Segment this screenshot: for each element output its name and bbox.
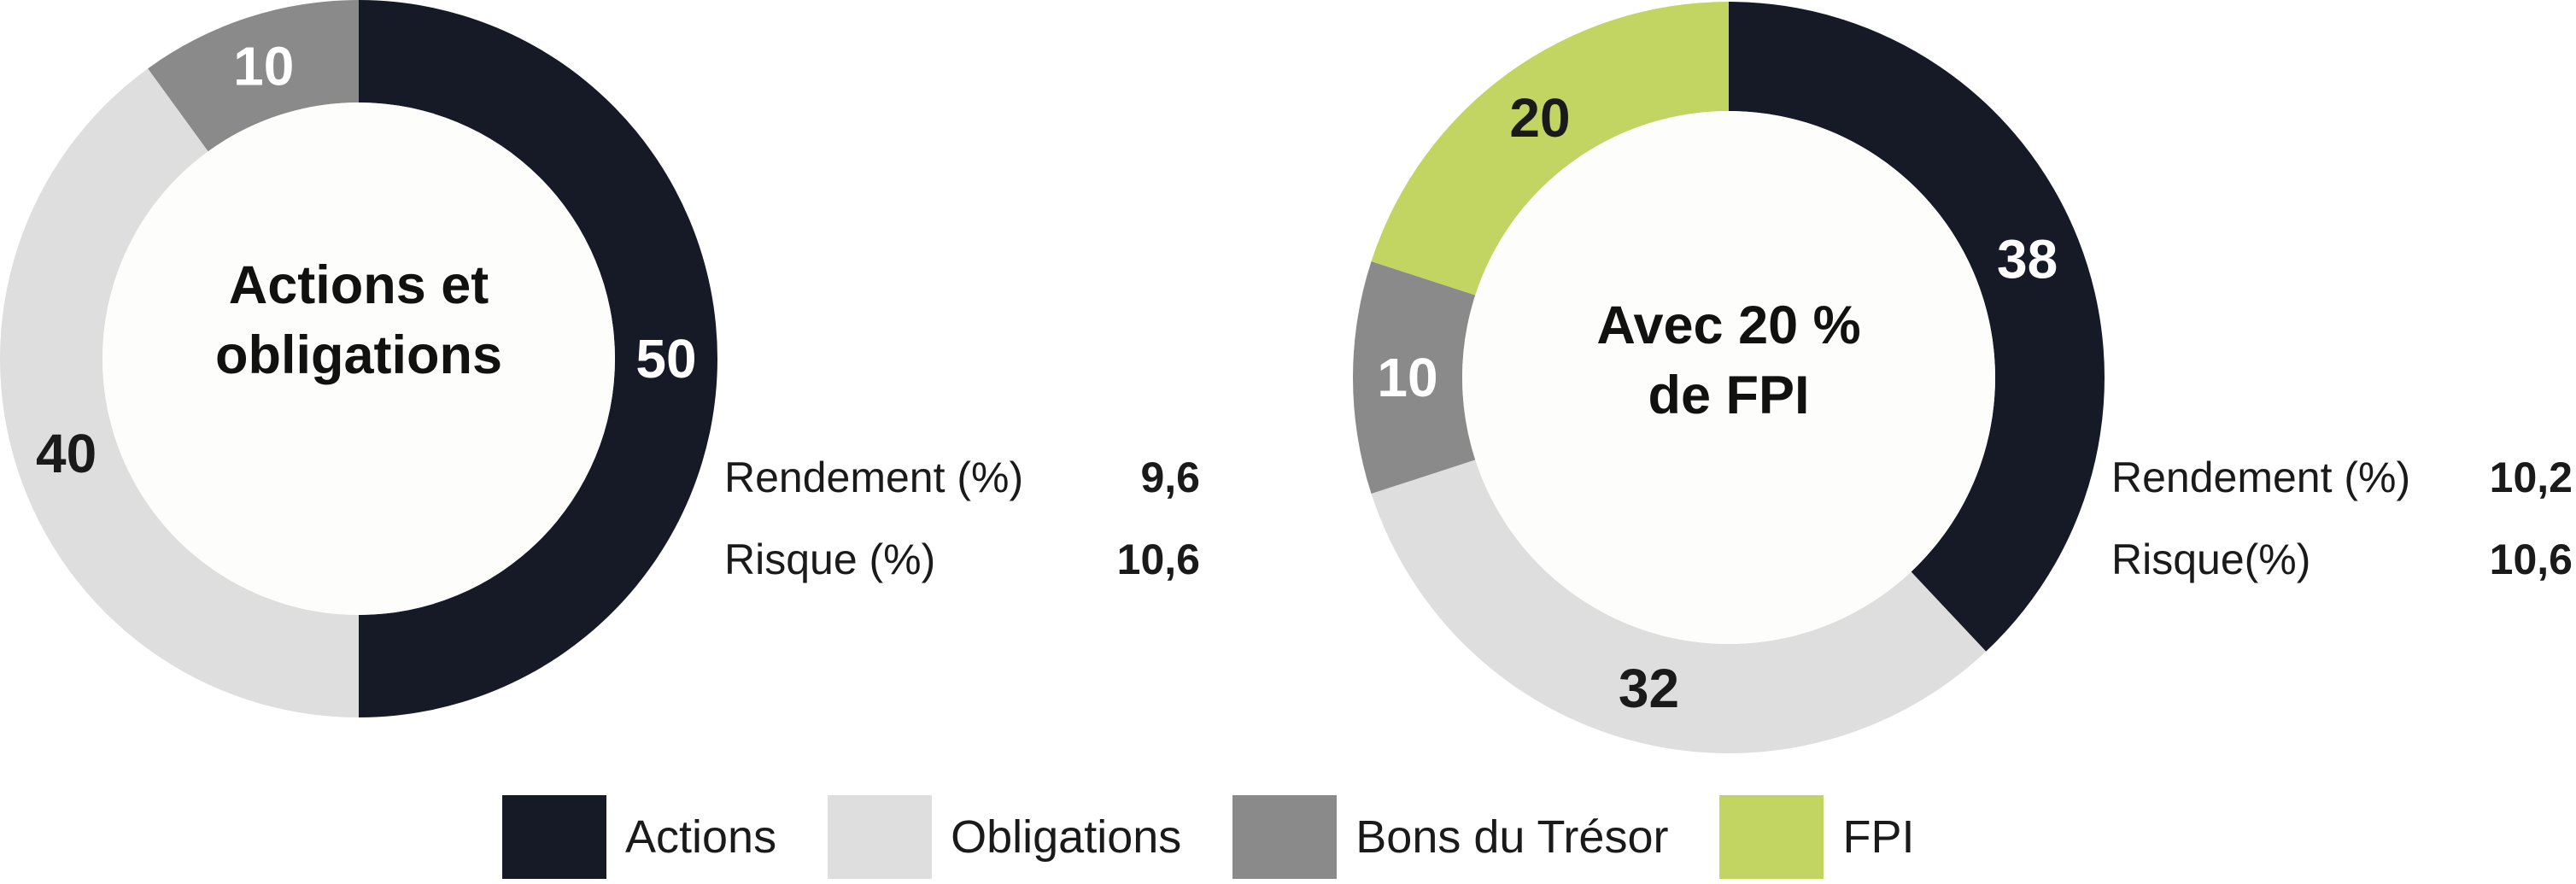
stat-label: Risque(%) <box>2111 536 2310 583</box>
legend-item-bons: Bons du Trésor <box>1232 795 1668 879</box>
legend-label-fpi: FPI <box>1842 811 1915 863</box>
slice-label-bons: 10 <box>1377 347 1437 408</box>
donut-chart-1: 50 40 10 Actions et obligations Rendement (%)… <box>0 0 1200 717</box>
chart-title-line: Actions et <box>229 255 489 315</box>
legend-label-obligations: Obligations <box>951 811 1182 863</box>
legend-swatch-actions <box>502 795 606 879</box>
slice-label-obligations: 32 <box>1619 658 1679 719</box>
slice-label-obligations: 40 <box>36 423 97 484</box>
slice-label-bons: 10 <box>233 36 294 97</box>
slice-label-actions: 50 <box>635 328 696 389</box>
chart-title-line: Avec 20 % <box>1596 296 1860 355</box>
donut-center <box>1462 111 1995 644</box>
slice-bons <box>1352 261 1476 494</box>
slice-obligations <box>1371 460 1987 753</box>
legend-item-fpi: FPI <box>1719 795 1914 879</box>
stat-label: Rendement (%) <box>724 454 1023 501</box>
slice-fpi <box>1371 2 1729 296</box>
legend-item-obligations: Obligations <box>828 795 1181 879</box>
legend-label-actions: Actions <box>625 811 777 863</box>
legend-swatch-fpi <box>1719 795 1824 879</box>
slice-obligations <box>0 68 360 717</box>
stat-value: 10,6 <box>1117 536 1200 583</box>
legend-swatch-obligations <box>828 795 933 879</box>
stat-value: 10,6 <box>2490 536 2573 583</box>
slice-actions <box>359 0 717 717</box>
legend-item-actions: Actions <box>502 795 776 879</box>
stat-label: Rendement (%) <box>2111 454 2410 501</box>
legend: Actions Obligations Bons du Trésor FPI <box>502 794 1965 880</box>
legend-swatch-bons <box>1232 795 1338 879</box>
chart-title-line: obligations <box>215 325 502 385</box>
slice-actions <box>1729 2 2105 652</box>
slice-label-fpi: 20 <box>1509 87 1570 149</box>
slice-label-actions: 38 <box>1997 229 2058 290</box>
stat-label: Risque (%) <box>724 536 935 583</box>
chart-title-line: de FPI <box>1648 366 1809 425</box>
donut-chart-2: 38 32 10 20 Avec 20 % de FPI Rendement (%) 10,2… <box>1352 2 2573 753</box>
slice-bons <box>148 0 359 152</box>
legend-label-bons: Bons du Trésor <box>1355 811 1669 863</box>
stat-value: 10,2 <box>2490 454 2573 501</box>
donut-charts: 50 40 10 Actions et obligations Rendement (%)… <box>0 0 2573 753</box>
donut-center <box>102 102 615 615</box>
stat-value: 9,6 <box>1140 454 1200 501</box>
